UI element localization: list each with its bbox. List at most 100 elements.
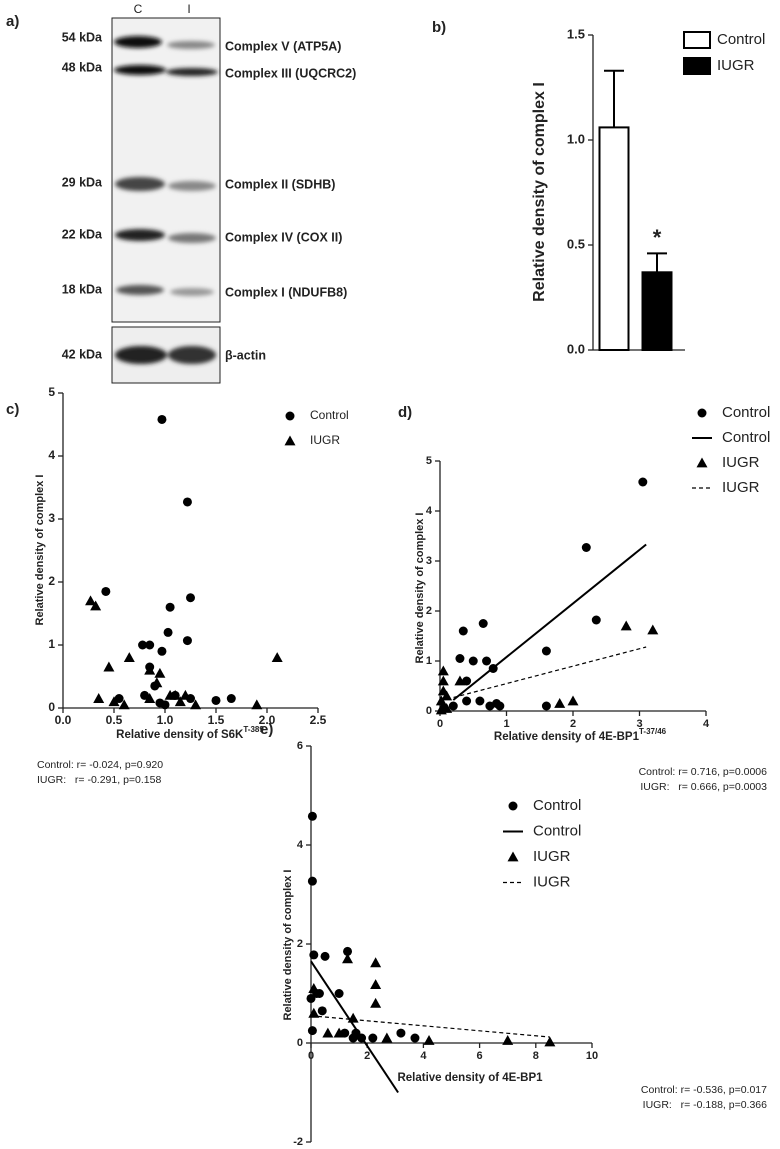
circle-point <box>138 640 148 650</box>
y-axis-label: Relative density of complex I <box>282 870 294 1021</box>
y-tick-label: 2 <box>426 605 432 617</box>
circle-point <box>334 989 344 998</box>
fit-line <box>439 646 647 702</box>
y-tick-label: 3 <box>426 555 432 567</box>
triangle-point <box>437 675 449 686</box>
y-tick-label: 1.5 <box>567 26 585 41</box>
circle-point <box>368 1033 378 1043</box>
circle-point <box>541 701 551 711</box>
x-axis-label: Relative density of 4E-BP1T-37/46 <box>494 727 667 743</box>
circle-point <box>448 701 458 711</box>
stats-text: Control: r= -0.024, p=0.920 <box>37 759 163 771</box>
circle-point <box>508 801 518 811</box>
legend-label: IUGR <box>533 848 571 865</box>
x-tick-label: 0 <box>437 718 443 730</box>
legend-label: Control <box>533 797 581 814</box>
circle-point <box>211 695 221 705</box>
y-tick-label: 6 <box>297 740 303 752</box>
band-size: 48 kDa <box>62 60 103 74</box>
x-tick-label: 4 <box>420 1050 427 1062</box>
triangle-point <box>333 1027 345 1038</box>
y-tick-label: 2 <box>297 938 303 950</box>
circle-point <box>697 408 707 418</box>
panel-label: e) <box>260 721 273 738</box>
circle-point <box>145 640 155 650</box>
triangle-point <box>381 1032 393 1043</box>
legend-label: Control <box>533 822 581 839</box>
triangle-point <box>90 600 102 611</box>
x-tick-label: 1.5 <box>208 713 225 727</box>
triangle-point <box>437 665 449 676</box>
circle-point <box>410 1033 420 1043</box>
circle-point <box>157 646 167 656</box>
band-size: 42 kDa <box>62 347 103 361</box>
x-tick-label: 1 <box>503 718 509 730</box>
panel-label: d) <box>398 404 412 421</box>
panel-label: c) <box>6 401 19 418</box>
triangle-point <box>544 1036 556 1047</box>
band-size: 54 kDa <box>62 30 103 44</box>
band-size: 29 kDa <box>62 175 103 189</box>
band-name: Complex I (NDUFB8) <box>225 285 347 299</box>
stats-text: IUGR: r= -0.188, p=0.366 <box>643 1099 767 1111</box>
triangle-point <box>144 664 156 675</box>
triangle-point <box>342 953 354 964</box>
circle-point <box>462 696 472 706</box>
x-axis-label: Relative density of S6KT-389 <box>116 725 264 741</box>
legend-label: IUGR <box>310 433 340 447</box>
triangle-point <box>190 699 202 710</box>
x-axis-label-sup: T-389 <box>243 725 264 734</box>
triangle-point <box>423 1035 435 1045</box>
legend-label: IUGR <box>722 479 760 496</box>
triangle-point <box>179 689 191 700</box>
triangle-point <box>370 997 382 1008</box>
x-tick-label: 6 <box>477 1050 483 1062</box>
band-size: 18 kDa <box>62 282 103 296</box>
x-tick-label: 0.5 <box>106 713 123 727</box>
y-tick-label: 4 <box>48 448 55 462</box>
legend-label: Control <box>310 408 349 422</box>
x-axis-label-sup: T-37/46 <box>639 727 667 736</box>
triangle-point <box>322 1027 334 1038</box>
circle-point <box>478 619 488 628</box>
circle-point <box>541 646 551 656</box>
legend-label: Control <box>717 31 765 48</box>
x-axis-label-main: Relative density of 4E-BP1 <box>397 1072 543 1084</box>
circle-point <box>455 654 465 663</box>
circle-point <box>591 615 601 625</box>
legend-swatch <box>683 57 711 75</box>
triangle-point <box>567 695 579 706</box>
band-name: Complex IV (COX II) <box>225 230 342 244</box>
circle-point <box>307 876 317 886</box>
panel-label: a) <box>6 13 19 30</box>
triangle-point <box>174 696 186 707</box>
triangle-point <box>435 704 447 715</box>
x-tick-label: 4 <box>703 718 710 730</box>
x-tick-label: 2 <box>364 1050 370 1062</box>
y-tick-label: 1.0 <box>567 131 585 146</box>
band-size: 22 kDa <box>62 227 103 241</box>
circle-point <box>309 950 319 960</box>
circle-point <box>396 1028 406 1038</box>
circle-point <box>157 414 167 424</box>
circle-point <box>495 701 505 711</box>
x-tick-label: 2 <box>570 718 576 730</box>
circle-point <box>285 411 295 421</box>
chart-panel: 0 1 2 3 4 5 0 1 2 3 4 d) Relative density of complex… <box>398 404 770 793</box>
triangle-point <box>647 624 659 635</box>
band-name: Complex II (SDHB) <box>225 177 335 191</box>
blot-panel: a) C I <box>6 2 221 384</box>
x-tick-label: 0 <box>308 1050 314 1062</box>
bands <box>114 36 218 364</box>
triangle-point <box>554 698 566 708</box>
triangle-point <box>284 435 296 446</box>
circle-point <box>186 593 195 603</box>
y-axis-label: Relative density of complex I <box>34 475 46 626</box>
circle-point <box>182 497 192 507</box>
triangle-point <box>620 620 632 631</box>
y-tick-label: 5 <box>426 455 432 467</box>
triangle-point <box>271 652 283 662</box>
triangle-point <box>85 595 97 606</box>
y-tick-label: 1 <box>48 637 55 651</box>
